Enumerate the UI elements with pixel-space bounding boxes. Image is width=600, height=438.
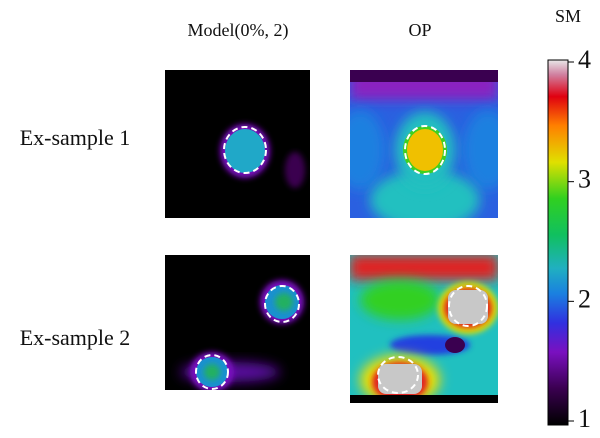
column-header: OP	[408, 20, 431, 40]
tick-label: 3	[578, 165, 591, 194]
tick-label: 2	[578, 284, 591, 313]
tick-label: 1	[578, 404, 591, 433]
colorbar	[547, 59, 569, 426]
row-label: Ex-sample 2	[20, 325, 131, 350]
heatmap-panel	[350, 70, 498, 218]
row-label: Ex-sample 1	[20, 125, 131, 150]
colorbar-label: SM	[555, 6, 581, 26]
column-header: Model(0%, 2)	[188, 20, 289, 41]
tick-label: 4	[578, 45, 591, 74]
colorbar-ticks: 1 2 3 4	[568, 45, 591, 433]
heatmap-panel	[165, 255, 310, 390]
heatmap-panel	[165, 70, 310, 218]
heatmap-panel	[350, 255, 498, 403]
